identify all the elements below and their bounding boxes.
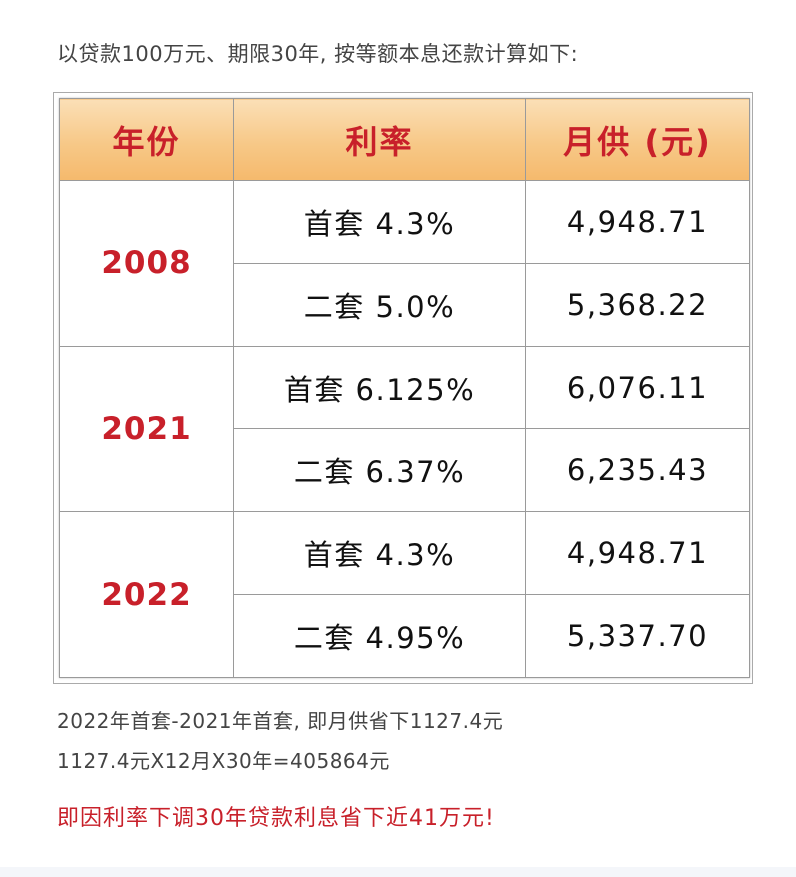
- header-payment: 月供 (元): [525, 98, 750, 181]
- payment-cell: 5,337.70: [525, 594, 750, 678]
- table-row: 二套 6.37% 6,235.43: [60, 428, 750, 513]
- calculation-note: 2022年首套-2021年首套, 即月供省下1127.4元: [57, 709, 504, 733]
- payment-cell: 4,948.71: [525, 180, 750, 264]
- table-row: 2021 首套 6.125% 6,076.11: [59, 345, 750, 513]
- rate-cell: 二套 6.37%: [233, 428, 526, 513]
- payment-cell: 4,948.71: [525, 511, 750, 596]
- header-rate: 利率: [233, 98, 526, 181]
- year-cell: 2008: [59, 180, 234, 347]
- table-row: 2022 首套 4.3% 4,948.71: [59, 511, 750, 678]
- calculation-formula: 1127.4元X12月X30年=405864元: [57, 749, 390, 773]
- header-year: 年份: [59, 98, 234, 181]
- payment-cell: 6,076.11: [525, 345, 750, 430]
- bottom-divider: [0, 867, 796, 877]
- rate-cell: 二套 4.95%: [233, 594, 526, 678]
- rate-cell: 首套 6.125%: [233, 345, 526, 430]
- rate-cell: 二套 5.0%: [233, 262, 526, 347]
- rate-table: 年份 利率 月供 (元) 2008 首套 4.3% 4,948.71 二套 5.…: [59, 98, 750, 678]
- rate-cell: 首套 4.3%: [233, 511, 526, 596]
- conclusion-text: 即因利率下调30年贷款利息省下近41万元!: [57, 806, 495, 831]
- year-cell: 2021: [59, 345, 234, 513]
- intro-text: 以贷款100万元、期限30年, 按等额本息还款计算如下:: [57, 42, 579, 66]
- rate-cell: 首套 4.3%: [233, 180, 526, 264]
- table-row: 二套 4.95% 5,337.70: [60, 594, 750, 678]
- year-cell: 2022: [59, 511, 234, 678]
- table-row: 二套 5.0% 5,368.22: [60, 262, 750, 347]
- rate-table-frame: 年份 利率 月供 (元) 2008 首套 4.3% 4,948.71 二套 5.…: [53, 92, 753, 684]
- payment-cell: 6,235.43: [525, 428, 750, 513]
- table-row: 2008 首套 4.3% 4,948.71: [59, 180, 750, 347]
- payment-cell: 5,368.22: [525, 262, 750, 347]
- table-header-row: 年份 利率 月供 (元): [59, 98, 750, 181]
